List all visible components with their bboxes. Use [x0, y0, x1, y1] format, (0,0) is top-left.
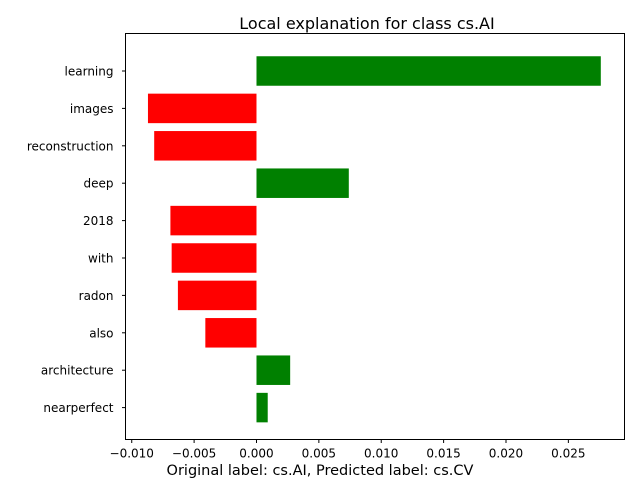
y-tick-label: radon — [79, 289, 114, 303]
x-axis: −0.010 −0.005 0.000 0.005 0.010 0.015 0.020 0.0… — [110, 439, 586, 461]
bar-also — [205, 318, 257, 348]
y-tick-label: images — [70, 102, 114, 116]
bars-layer — [147, 56, 601, 423]
y-tick-label: nearperfect — [43, 401, 113, 415]
x-tick-label: 0.015 — [426, 447, 460, 461]
y-tick-label: learning — [65, 65, 114, 79]
bar-2018 — [170, 205, 257, 236]
bar-deep — [256, 168, 349, 198]
x-tick-label: −0.005 — [172, 447, 216, 461]
y-tick-label: 2018 — [83, 214, 114, 228]
y-axis: learning images reconstruction deep 2018 with… — [27, 65, 126, 415]
y-tick-label: architecture — [41, 364, 114, 378]
y-tick-label: with — [88, 252, 113, 266]
y-tick-label: reconstruction — [27, 139, 114, 153]
plot-frame — [125, 33, 625, 440]
bar-with — [171, 243, 257, 273]
x-tick-label: 0.020 — [489, 447, 523, 461]
x-tick-label: 0.010 — [364, 447, 398, 461]
bar-radon — [177, 280, 257, 311]
x-tick-label: 0.000 — [239, 447, 273, 461]
bar-learning — [256, 56, 601, 86]
x-tick-label: −0.010 — [110, 447, 154, 461]
x-tick-label: 0.025 — [551, 447, 585, 461]
bar-nearperfect — [256, 392, 268, 423]
y-tick-label: also — [89, 326, 113, 340]
bar-images — [147, 93, 257, 124]
chart-title: Local explanation for class cs.AI — [239, 14, 494, 33]
y-tick-label: deep — [84, 177, 114, 191]
bar-architecture — [256, 355, 291, 385]
x-tick-label: 0.005 — [302, 447, 336, 461]
label-caption: Original label: cs.AI, Predicted label: … — [167, 463, 474, 479]
bar-reconstruction — [154, 131, 257, 161]
